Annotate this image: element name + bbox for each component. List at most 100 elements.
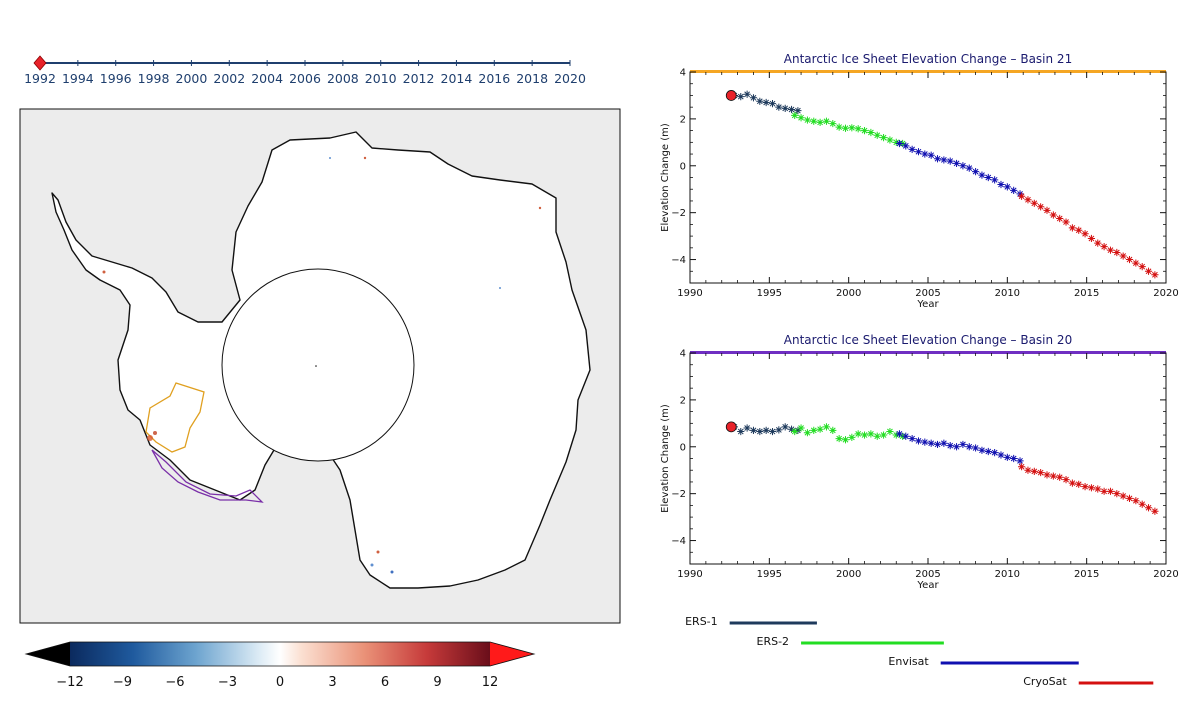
- data-point: [1094, 239, 1102, 247]
- series-cryosat: [1018, 463, 1159, 515]
- data-point: [1043, 471, 1051, 479]
- timeline-year-label: 2012: [403, 71, 435, 86]
- basin-21-outline: [145, 382, 205, 453]
- data-point: [921, 438, 929, 446]
- timeline-year-label: 1994: [62, 71, 94, 86]
- plot-frame: [689, 352, 1167, 565]
- data-point: [908, 145, 916, 153]
- data-point: [794, 107, 802, 115]
- timeline-slider-handle[interactable]: [33, 55, 47, 71]
- data-point: [908, 434, 916, 443]
- mission-label: Envisat: [888, 655, 929, 668]
- data-point: [1138, 262, 1146, 271]
- mission-label: CryoSat: [1023, 675, 1067, 688]
- data-point: [1062, 476, 1070, 484]
- data-point: [756, 97, 764, 105]
- y-tick-label: −4: [671, 536, 686, 547]
- data-point: [1094, 485, 1102, 493]
- data-point: [959, 162, 967, 170]
- data-point: [867, 128, 875, 137]
- data-point: [1075, 226, 1083, 234]
- colorbar-tick-label: 9: [433, 675, 441, 690]
- data-point: [1049, 211, 1057, 219]
- data-point: [946, 157, 954, 165]
- data-point: [822, 117, 831, 125]
- data-point: [1016, 457, 1024, 465]
- data-point: [1132, 497, 1140, 505]
- y-tick-label: −4: [671, 255, 686, 266]
- data-point: [860, 431, 869, 439]
- x-tick-label: 2020: [1153, 288, 1178, 299]
- data-point: [867, 430, 875, 438]
- x-tick-label: 2020: [1153, 569, 1178, 580]
- data-point: [1037, 468, 1045, 477]
- x-tick-label: 2000: [836, 288, 861, 299]
- y-tick-label: 4: [680, 349, 686, 360]
- data-point: [810, 426, 818, 434]
- data-point: [743, 90, 751, 98]
- y-tick-label: 4: [680, 68, 686, 79]
- data-point: [978, 171, 986, 179]
- data-point: [1081, 483, 1089, 491]
- data-point: [854, 125, 862, 133]
- data-point: [895, 430, 904, 438]
- data-point: [797, 114, 805, 122]
- series-ers-1: [730, 90, 802, 115]
- series-ers-2: [791, 111, 907, 148]
- data-point: [1113, 248, 1121, 257]
- data-point: [781, 104, 789, 112]
- data-point: [927, 151, 935, 159]
- data-point: [933, 440, 942, 449]
- data-point: [914, 148, 923, 156]
- basin-20-outline: [151, 449, 264, 503]
- data-point: [848, 433, 856, 441]
- data-point: [1119, 492, 1127, 500]
- data-point: [1106, 246, 1115, 254]
- colorbar-tick-label: 0: [276, 675, 284, 690]
- x-tick-label: 1990: [677, 288, 702, 299]
- timeline-tick-group: [39, 60, 571, 66]
- data-point: [791, 427, 799, 436]
- data-point: [775, 426, 783, 434]
- data-point: [902, 142, 910, 150]
- y-tick-label: 2: [680, 114, 686, 125]
- series-envisat: [895, 430, 1024, 465]
- data-point: [1151, 507, 1159, 515]
- data-point: [768, 427, 777, 436]
- data-point: [756, 427, 764, 436]
- data-point: [775, 103, 783, 111]
- timeline-year-label: 1996: [100, 71, 132, 86]
- timeline-label-group: 1992 1994 1996 1998 2000 2002 2004 2006 2008 2010…: [24, 71, 586, 86]
- timeline-year-label: 2008: [327, 71, 359, 86]
- data-point: [737, 93, 745, 101]
- data-point: [1144, 267, 1153, 275]
- colorbar-low-arrow: [26, 642, 70, 666]
- chart-title: Antarctic Ice Sheet Elevation Change – B…: [784, 333, 1072, 347]
- data-point: [959, 440, 967, 449]
- data-point: [1087, 484, 1096, 492]
- y-tick-label: −2: [671, 489, 686, 500]
- x-tick-label: 2005: [915, 569, 940, 580]
- y-axis-title: Elevation Change (m): [660, 404, 671, 513]
- colorbar-tick-label: −9: [113, 675, 132, 690]
- year-timeline[interactable]: 1992 1994 1996 1998 2000 2002 2004 2006 2008 2010…: [24, 55, 586, 86]
- data-point: [873, 432, 881, 440]
- data-point: [1030, 467, 1038, 475]
- data-point: [927, 439, 935, 447]
- data-point: [1087, 234, 1096, 243]
- data-point: [816, 118, 824, 127]
- data-point: [921, 150, 929, 158]
- basin-21-chart: Antarctic Ice Sheet Elevation Change – B…: [660, 52, 1179, 310]
- data-point: [781, 423, 789, 431]
- data-point: [1062, 218, 1070, 226]
- data-point: [791, 111, 799, 119]
- data-point: [914, 437, 923, 445]
- data-point: [940, 439, 948, 447]
- x-tick-label: 2000: [836, 569, 861, 580]
- data-point: [1100, 487, 1108, 495]
- colorbar-outline: [24, 641, 536, 667]
- data-point: [940, 156, 948, 164]
- data-point: [984, 173, 992, 182]
- data-point: [997, 451, 1005, 459]
- data-point: [952, 159, 961, 168]
